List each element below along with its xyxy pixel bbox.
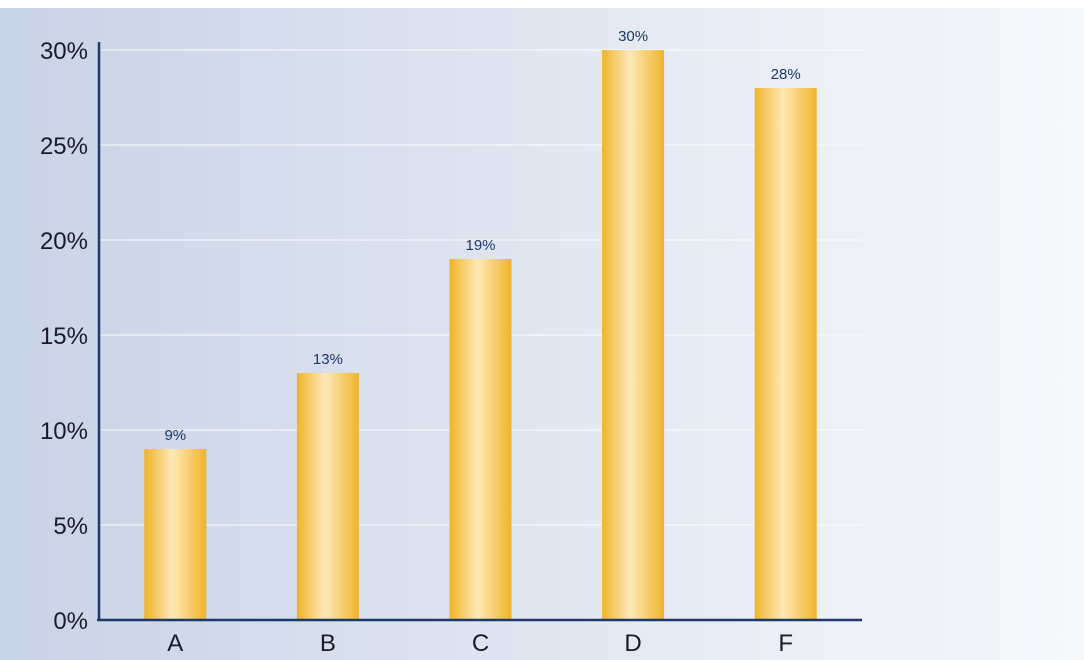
bar — [144, 449, 207, 620]
bar — [449, 259, 512, 620]
y-tick-label: 15% — [40, 323, 88, 350]
data-label: 19% — [465, 237, 495, 254]
x-tick-label: C — [472, 630, 489, 657]
y-tick-label: 10% — [40, 418, 88, 445]
y-tick-label: 5% — [53, 513, 88, 540]
data-label: 30% — [618, 28, 648, 45]
y-tick-label: 0% — [53, 608, 88, 635]
bars — [144, 50, 817, 620]
y-tick-label: 25% — [40, 133, 88, 160]
data-label: 13% — [313, 351, 343, 368]
data-label: 28% — [771, 66, 801, 83]
data-label: 9% — [164, 427, 186, 444]
x-tick-label: A — [167, 630, 183, 657]
bar — [754, 88, 817, 620]
y-tick-label: 30% — [40, 38, 88, 65]
labels: 0% 5% 10% 15% 20% 25% 30% 9% A 13% B 19% C 30% D 28% F — [40, 28, 801, 657]
x-tick-label: B — [320, 630, 336, 657]
x-tick-label: D — [624, 630, 641, 657]
axes — [97, 42, 862, 622]
x-tick-label: F — [778, 630, 793, 657]
bar — [602, 50, 665, 620]
bar — [296, 373, 359, 620]
y-tick-label: 20% — [40, 228, 88, 255]
